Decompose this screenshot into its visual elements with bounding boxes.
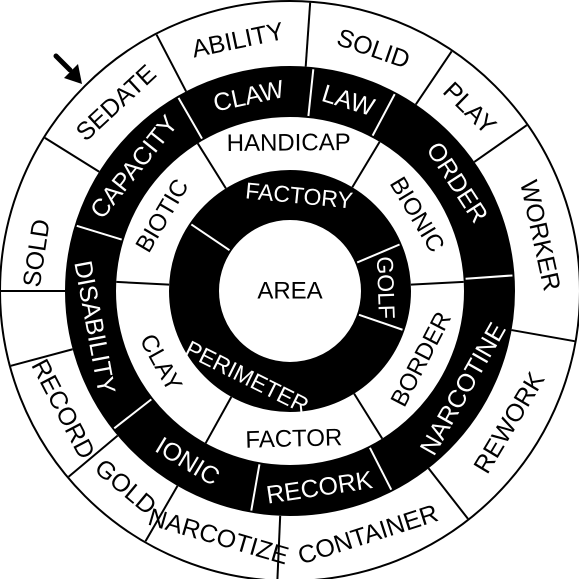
ring-outer-divider bbox=[44, 137, 100, 173]
center-word: AREA bbox=[257, 278, 322, 305]
ring-outer-divider bbox=[155, 34, 187, 92]
ring-third-divider bbox=[353, 393, 384, 440]
ring-outer-divider bbox=[144, 485, 179, 542]
segment-factor[interactable]: FACTOR bbox=[245, 424, 343, 454]
ring-outer-divider bbox=[276, 515, 282, 580]
ring-outer-divider bbox=[67, 434, 119, 478]
ring-outer-divider bbox=[10, 348, 73, 367]
segment-handicap[interactable]: HANDICAP bbox=[227, 129, 351, 157]
ring-third-divider bbox=[116, 280, 170, 286]
segment-golf[interactable]: GOLF bbox=[372, 256, 400, 319]
ring-outer-divider bbox=[427, 467, 469, 520]
arrow-head bbox=[64, 64, 82, 84]
arrow-pointer-icon bbox=[53, 53, 82, 84]
ring-third-divider bbox=[351, 141, 381, 188]
ring-second-divider bbox=[307, 69, 315, 117]
ring-second-divider bbox=[465, 274, 513, 280]
ring-second-divider bbox=[369, 447, 393, 491]
ring-third-divider bbox=[204, 396, 233, 444]
ring-inner-divider bbox=[356, 243, 400, 264]
ring-inner-divider bbox=[358, 313, 403, 331]
ring-inner-divider bbox=[190, 223, 231, 252]
ring-second-divider bbox=[177, 97, 203, 140]
ring-second-divider bbox=[371, 93, 396, 137]
ring-outer-divider bbox=[304, 2, 312, 67]
ring-outer-divider bbox=[473, 124, 528, 163]
ring-third-divider bbox=[410, 280, 464, 286]
ring-outer-divider bbox=[414, 50, 453, 106]
ring-second-divider bbox=[250, 464, 261, 511]
arrow-shaft bbox=[53, 53, 73, 73]
ring-third-divider bbox=[196, 142, 227, 189]
center-circle bbox=[217, 218, 363, 364]
ring-second-divider bbox=[113, 398, 152, 430]
ring-second-divider bbox=[76, 224, 122, 241]
ring-outer-divider bbox=[511, 329, 575, 343]
